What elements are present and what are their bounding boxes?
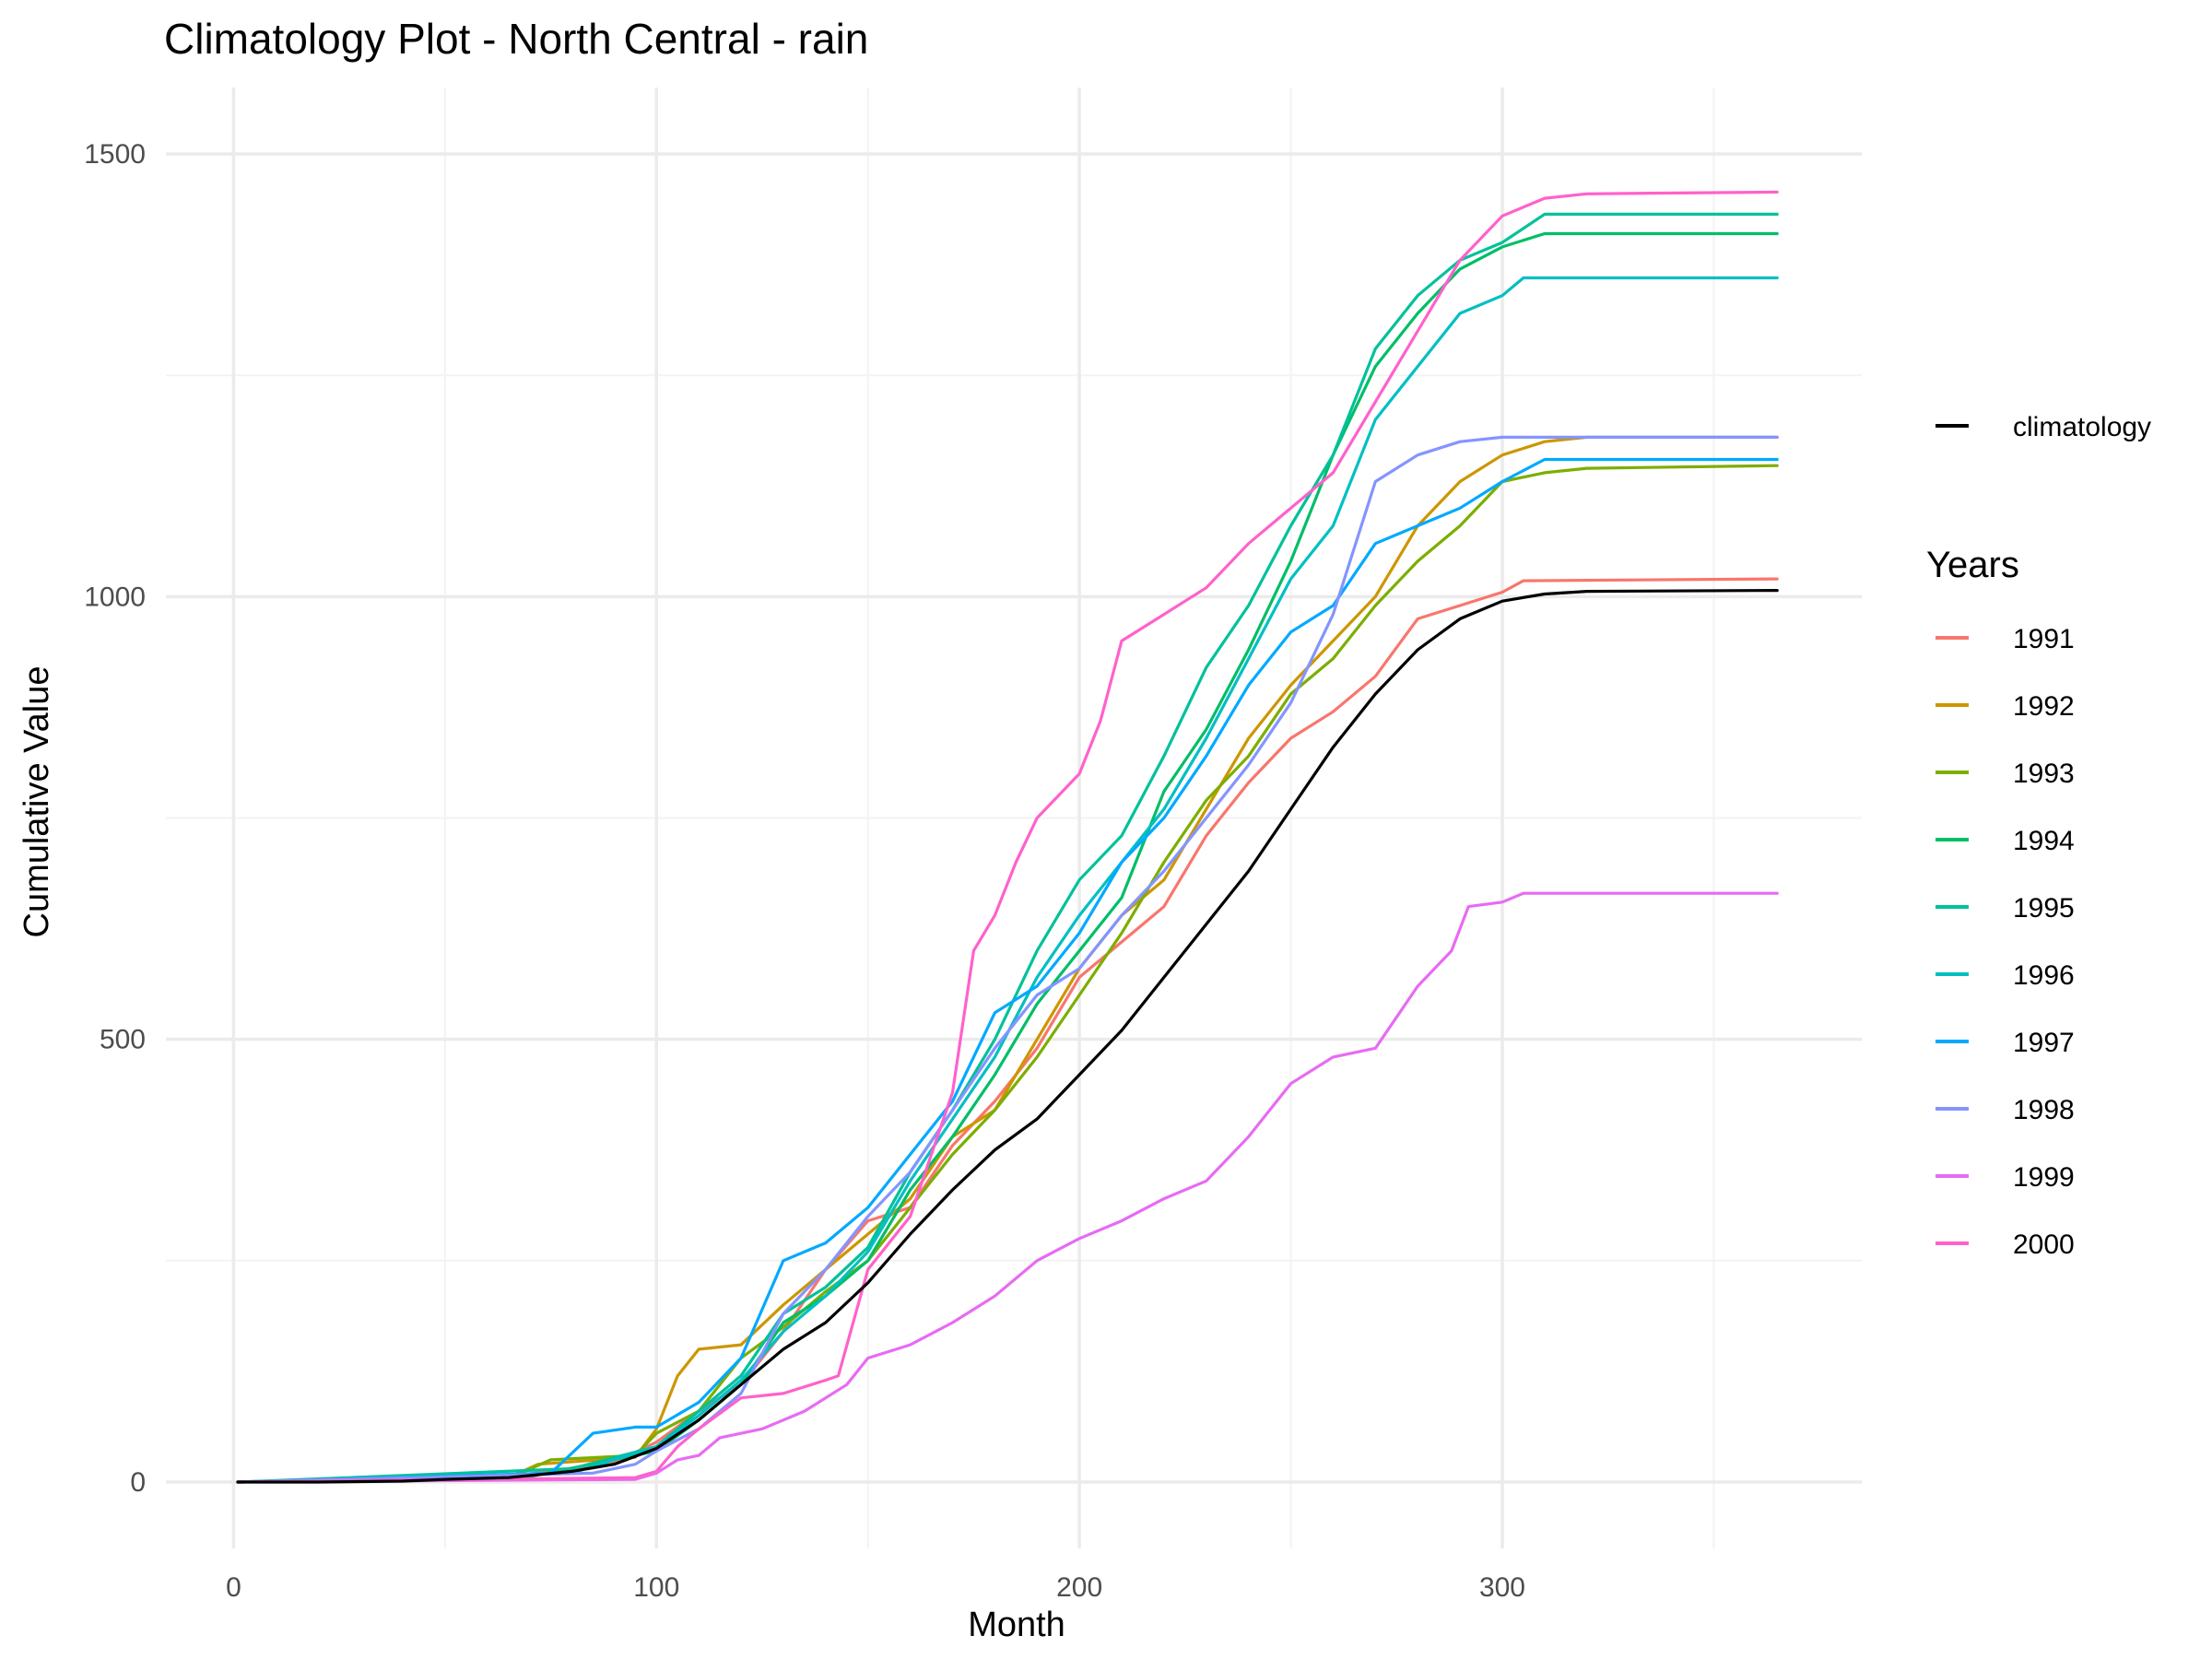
plot-grid xyxy=(166,88,1862,1548)
y-tick-label: 1500 xyxy=(84,139,146,170)
legend-label-1994: 1994 xyxy=(2013,826,2075,856)
series-lines xyxy=(236,190,1779,1484)
series-line-1997 xyxy=(236,457,1779,1484)
legend-label-1997: 1997 xyxy=(2013,1028,2075,1058)
y-tick-label: 1000 xyxy=(84,582,146,612)
legend-label-1993: 1993 xyxy=(2013,759,2075,789)
legend: climatology Years 1991199219931994199519… xyxy=(1926,412,2151,1260)
series-line-1995 xyxy=(236,212,1779,1484)
legend-label-1991: 1991 xyxy=(2013,624,2075,654)
legend-title: Years xyxy=(1926,545,2019,585)
series-line-1999 xyxy=(236,891,1779,1484)
y-tick-label: 0 xyxy=(130,1467,146,1498)
legend-label-2000: 2000 xyxy=(2013,1230,2075,1260)
legend-label-climatology: climatology xyxy=(2013,412,2151,442)
chart-title: Climatology Plot - North Central - rain xyxy=(164,15,868,63)
x-tick-label: 300 xyxy=(1479,1572,1525,1603)
legend-label-1999: 1999 xyxy=(2013,1162,2075,1193)
y-tick-label: 500 xyxy=(100,1025,146,1055)
legend-label-1995: 1995 xyxy=(2013,893,2075,924)
series-line-1994 xyxy=(236,231,1779,1484)
series-line-1996 xyxy=(236,276,1779,1484)
legend-label-1992: 1992 xyxy=(2013,691,2075,722)
x-tick-label: 0 xyxy=(226,1572,241,1603)
legend-years: 1991 1992 1993 1994 1995 1996 1997 1998 1999 2000 xyxy=(1936,624,2075,1260)
legend-label-1998: 1998 xyxy=(2013,1095,2075,1125)
series-line-climatology xyxy=(236,589,1779,1484)
series-line-1992 xyxy=(236,435,1779,1484)
x-tick-label: 100 xyxy=(633,1572,679,1603)
x-axis-title: Month xyxy=(968,1606,1065,1644)
axis-ticks: 0 100 200 300 0 500 1000 1500 xyxy=(84,139,1525,1603)
y-axis-title: Cumulative Value xyxy=(18,665,56,937)
x-tick-label: 200 xyxy=(1056,1572,1102,1603)
series-line-2000 xyxy=(236,190,1779,1484)
legend-label-1996: 1996 xyxy=(2013,960,2075,991)
series-line-1993 xyxy=(236,464,1779,1484)
